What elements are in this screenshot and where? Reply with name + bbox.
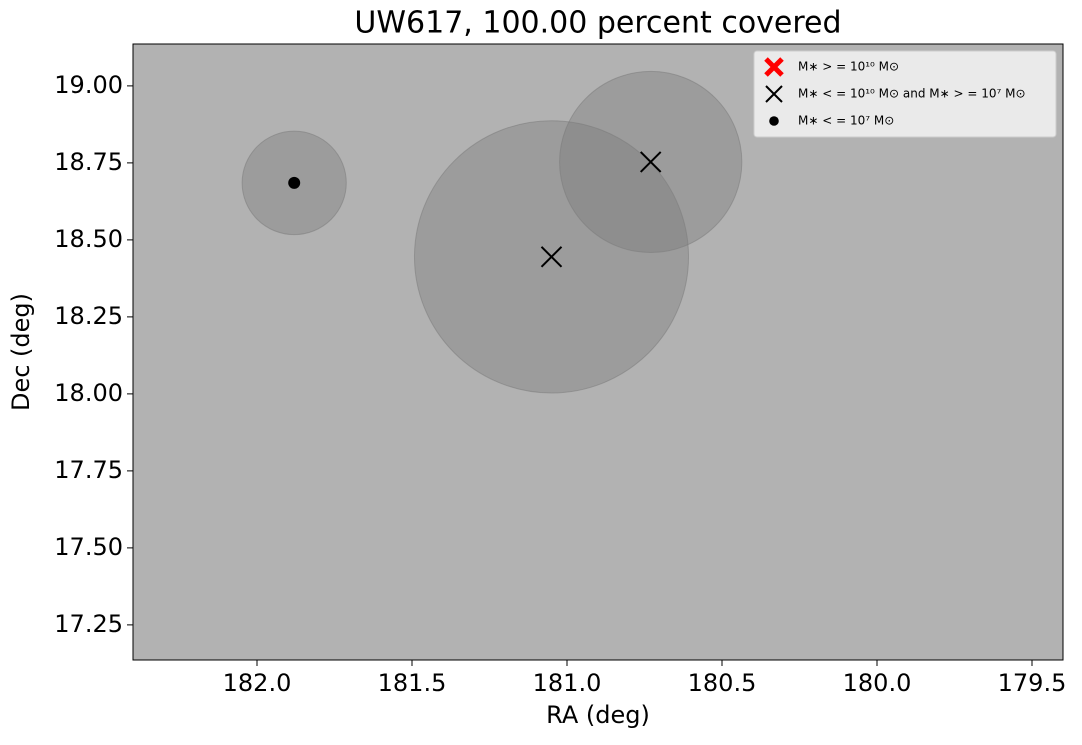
x-tick-label: 180.5: [688, 669, 757, 697]
y-tick-label: 17.25: [54, 610, 123, 638]
x-tick-label: 181.5: [378, 669, 447, 697]
point: [288, 176, 301, 189]
y-axis-label: Dec (deg): [7, 293, 35, 411]
legend-box: [753, 50, 1057, 138]
x-tick-label: 180.0: [843, 669, 912, 697]
y-tick-label: 18.00: [54, 379, 123, 407]
y-tick-label: 18.50: [54, 225, 123, 253]
y-tick-label: 19.00: [54, 71, 123, 99]
plot-area: [65, 70, 743, 724]
x-axis-label: RA (deg): [546, 701, 650, 729]
legend: M∗ > = 10¹⁰ M⊙ M∗ < = 10¹⁰ M⊙ and M∗ > = …: [753, 50, 1057, 138]
point: [639, 151, 662, 173]
x-tick-label: 182.0: [223, 669, 292, 697]
y-tick-label: 18.75: [54, 148, 123, 176]
legend-label: M∗ < = 10¹⁰ M⊙ and M∗ > = 10⁷ M⊙: [798, 87, 1026, 101]
plot-background: [133, 44, 1063, 660]
y-tick-label: 18.25: [54, 302, 123, 330]
legend-marker: [765, 85, 783, 103]
y-tick-label: 17.75: [54, 456, 123, 484]
plot-frame: [132, 43, 1064, 661]
y-tick-label: 17.50: [54, 533, 123, 561]
point: [540, 246, 563, 268]
legend-label: M∗ > = 10¹⁰ M⊙: [798, 60, 899, 74]
x-tick-label: 181.0: [533, 669, 602, 697]
legend-marker: [764, 57, 784, 77]
coverage-circle: [65, 650, 139, 724]
legend-marker: [769, 116, 779, 126]
chart-title: UW617, 100.00 percent covered: [354, 6, 841, 41]
x-tick-label: 179.5: [998, 669, 1067, 697]
legend-label: M∗ < = 10⁷ M⊙: [798, 114, 894, 128]
